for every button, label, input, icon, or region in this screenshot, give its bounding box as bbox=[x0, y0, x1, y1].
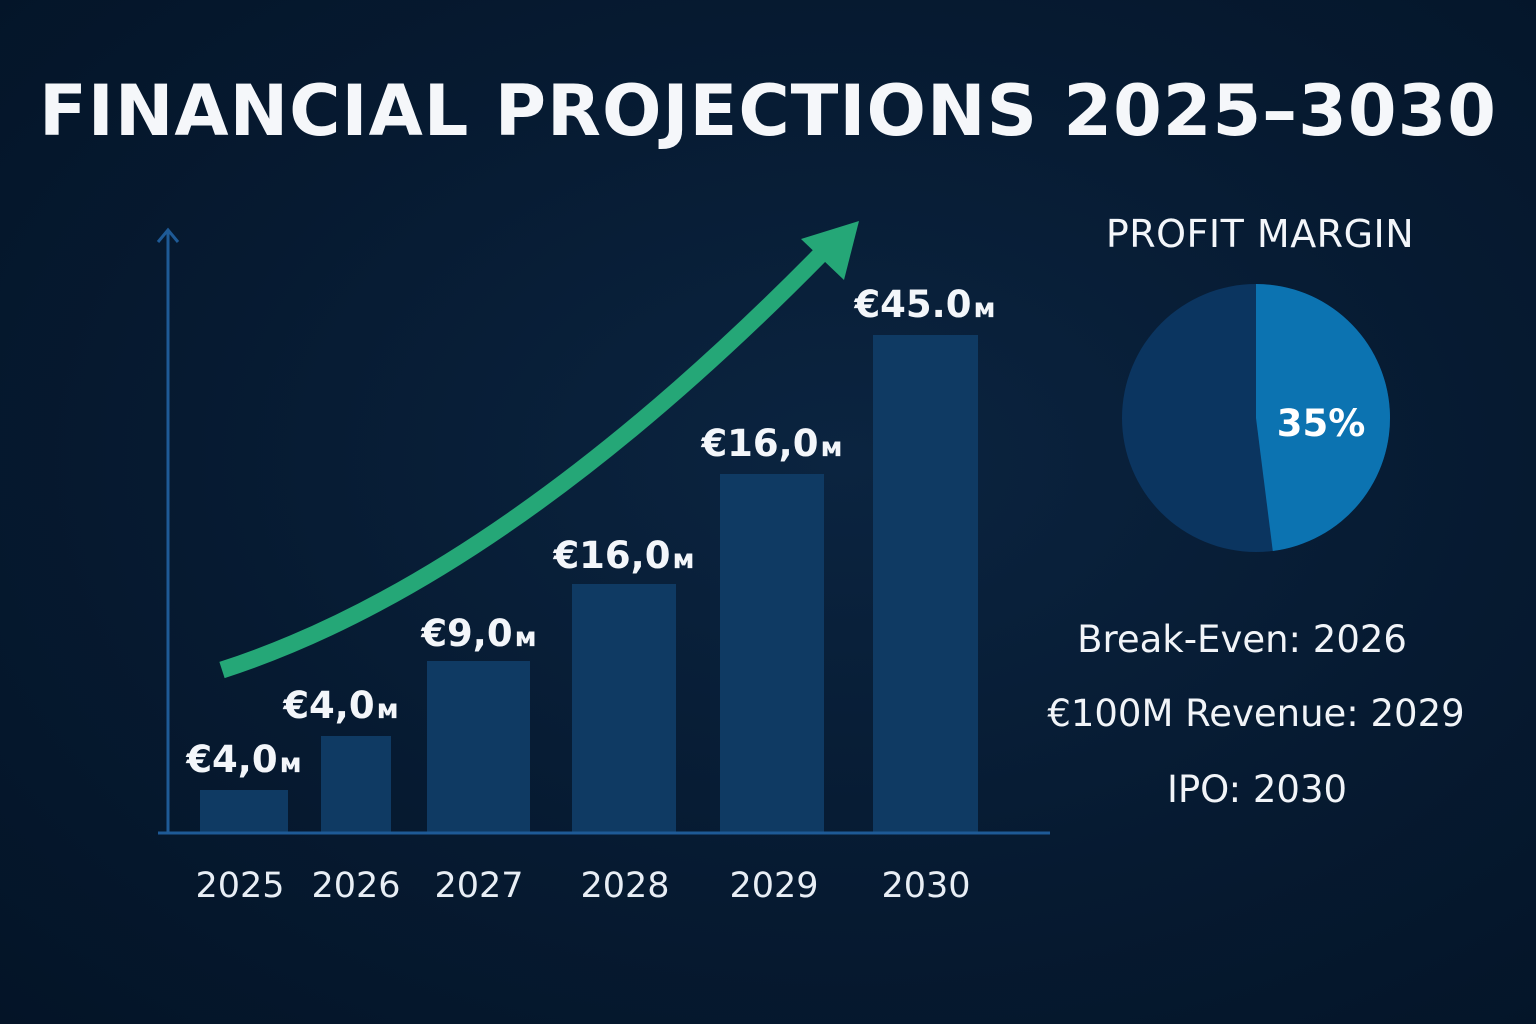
x-tick-label: 2025 bbox=[195, 866, 285, 906]
bar-value-unit: м bbox=[820, 432, 843, 463]
bar-2030 bbox=[873, 335, 978, 832]
x-tick-label: 2029 bbox=[729, 866, 819, 906]
bar-value-label: €9,0м bbox=[421, 612, 536, 655]
bar-value-unit: м bbox=[672, 544, 695, 575]
bar-2025 bbox=[200, 790, 288, 832]
bar-value-label: €16,0м bbox=[701, 422, 842, 465]
x-tick-label: 2026 bbox=[311, 866, 401, 906]
bar-value-label: €4,0м bbox=[186, 738, 301, 781]
bar-value-amount: €4,0 bbox=[186, 738, 278, 781]
trend-arrow-head bbox=[801, 221, 859, 280]
x-tick-label: 2027 bbox=[434, 866, 524, 906]
bar-value-unit: м bbox=[973, 293, 996, 324]
bar-value-unit: м bbox=[279, 748, 302, 779]
milestone-break-even: Break-Even: 2026 bbox=[1077, 618, 1407, 661]
pie-value-label: 35% bbox=[1276, 402, 1366, 445]
bar-value-label: €45.0м bbox=[854, 283, 995, 326]
bar-value-unit: м bbox=[376, 694, 399, 725]
chart-title: FINANCIAL PROJECTIONS 2025–3030 bbox=[38, 70, 1498, 152]
profit-margin-pie bbox=[1122, 284, 1390, 552]
bar-value-amount: €16,0 bbox=[701, 422, 819, 465]
milestone-revenue: €100M Revenue: 2029 bbox=[1047, 692, 1465, 735]
milestone-ipo: IPO: 2030 bbox=[1166, 768, 1348, 811]
bar-2026 bbox=[321, 736, 391, 832]
bar-2029 bbox=[720, 474, 824, 832]
x-tick-label: 2030 bbox=[881, 866, 971, 906]
bar-value-amount: €45.0 bbox=[854, 283, 972, 326]
pie-title: PROFIT MARGIN bbox=[1105, 212, 1415, 256]
bar-value-amount: €16,0 bbox=[553, 534, 671, 577]
y-axis-arrowhead bbox=[156, 227, 180, 243]
bar-2027 bbox=[427, 661, 530, 832]
bar-value-amount: €9,0 bbox=[421, 612, 513, 655]
bar-value-unit: м bbox=[514, 622, 537, 653]
x-tick-label: 2028 bbox=[580, 866, 670, 906]
trend-arrow bbox=[219, 249, 827, 679]
bar-value-label: €4,0м bbox=[283, 684, 398, 727]
bar-value-amount: €4,0 bbox=[283, 684, 375, 727]
bar-2028 bbox=[572, 584, 676, 832]
bar-value-label: €16,0м bbox=[553, 534, 694, 577]
pie-slice-profit bbox=[1256, 284, 1390, 551]
